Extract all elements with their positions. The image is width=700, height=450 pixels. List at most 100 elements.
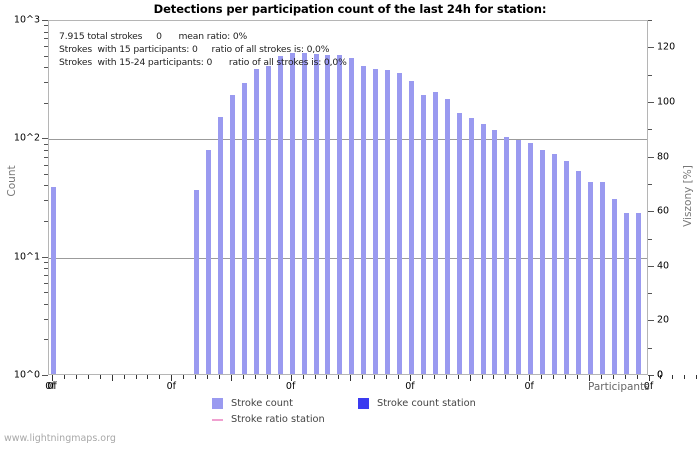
x-tick-minor: [553, 375, 555, 379]
y-tick-minor-left: [44, 200, 48, 202]
x-tick-minor: [624, 375, 626, 379]
y-tick-minor-right: [648, 183, 652, 185]
x-tick-major: [588, 375, 590, 381]
bar: [313, 53, 319, 374]
x-tick-minor: [636, 375, 638, 379]
x-tick-minor: [421, 375, 423, 379]
x-tick-label: 0f: [405, 381, 415, 392]
x-tick-minor: [195, 375, 197, 379]
y-tick-minor-right: [648, 20, 652, 21]
bar: [540, 150, 546, 374]
bar: [349, 57, 355, 374]
y-tick-minor-left: [44, 275, 48, 276]
bar: [635, 212, 641, 374]
bar: [325, 54, 331, 374]
x-tick-minor: [63, 375, 65, 379]
bar: [432, 92, 438, 374]
bar: [648, 238, 649, 374]
y-tick-major-right: [648, 156, 654, 158]
y-tick-major-left: [42, 20, 48, 21]
y-tick-label-right: 0: [657, 370, 663, 381]
x-tick-minor: [505, 375, 507, 379]
legend-item-stroke-count-station[interactable]: Stroke count station: [358, 396, 476, 410]
bar: [492, 130, 498, 374]
x-tick-major: [529, 375, 531, 381]
y-tick-minor-left: [44, 156, 48, 158]
x-tick-minor: [660, 375, 662, 379]
y-tick-major-right: [648, 47, 654, 49]
bar: [564, 161, 569, 374]
legend-label-stroke-count-station: Stroke count station: [377, 397, 476, 409]
x-tick-minor: [433, 375, 435, 379]
x-tick-minor: [266, 375, 268, 379]
bar: [51, 187, 56, 374]
y-tick-minor-right: [648, 74, 652, 76]
x-tick-minor: [135, 375, 137, 379]
legend-item-stroke-ratio-station[interactable]: Stroke ratio station: [212, 412, 325, 426]
y-tick-minor-left: [44, 318, 48, 320]
x-tick-minor: [398, 375, 399, 379]
x-tick-minor: [362, 375, 364, 379]
gridline-10e2: [49, 139, 647, 141]
y-tick-minor-left: [44, 46, 48, 48]
x-tick-major: [111, 375, 113, 381]
x-tick-label: 0f: [285, 381, 296, 392]
x-tick-major: [230, 375, 232, 381]
y-tick-minor-left: [44, 221, 48, 222]
x-tick-minor: [338, 375, 340, 379]
y-tick-major-right: [648, 320, 654, 322]
x-tick-minor: [219, 375, 220, 379]
bar: [194, 189, 200, 374]
y-tick-minor-left: [44, 31, 48, 33]
x-tick-label: 0f: [643, 381, 654, 392]
annotation-line-3: Strokes with 15-24 participants: 0 ratio…: [59, 57, 347, 68]
y-tick-label-left: 10^0: [13, 369, 40, 381]
bar: [480, 123, 486, 374]
y-tick-major-right: [648, 211, 654, 213]
gridline-10e1: [49, 257, 647, 259]
x-tick-minor: [517, 375, 519, 379]
bar: [504, 137, 510, 374]
x-tick-major: [290, 375, 292, 381]
x-tick-label-origin: 0f: [45, 381, 55, 392]
chart-title: Detections per participation count of th…: [153, 2, 547, 16]
y-tick-minor-right: [648, 347, 652, 349]
legend-item-stroke-count[interactable]: Stroke count: [212, 396, 293, 410]
legend-label-stroke-count: Stroke count: [231, 397, 293, 409]
y-tick-minor-left: [44, 185, 48, 187]
chart-legend: Stroke count Stroke count station Stroke…: [0, 396, 700, 428]
x-tick-major: [171, 375, 173, 381]
x-tick-minor: [254, 375, 256, 379]
y-tick-minor-left: [44, 164, 48, 166]
x-tick-minor: [493, 375, 495, 379]
y-tick-label-right-zero: 0: [657, 369, 664, 381]
bar: [206, 150, 212, 374]
x-tick-minor: [445, 375, 447, 379]
x-tick-major: [350, 375, 352, 381]
x-tick-minor: [541, 375, 543, 379]
y-tick-label-left: 10^2: [13, 132, 40, 144]
x-tick-minor: [576, 375, 578, 379]
y-tick-label-right: 20: [657, 314, 670, 326]
y-tick-label-right: 120: [657, 41, 676, 53]
x-tick-minor: [99, 375, 101, 379]
x-tick-minor: [278, 375, 280, 379]
x-tick-minor: [612, 375, 614, 379]
y-tick-minor-left: [44, 268, 48, 270]
bar: [277, 55, 283, 374]
x-tick-label: 0f: [166, 381, 176, 392]
y-tick-minor-left: [44, 262, 48, 264]
x-tick-minor: [123, 375, 125, 379]
y-tick-minor-left: [44, 143, 48, 145]
y-tick-minor-left: [44, 55, 48, 57]
x-tick-minor: [242, 375, 244, 379]
x-tick-minor: [696, 375, 698, 379]
y-tick-minor-left: [44, 303, 48, 305]
legend-row-1: Stroke count Stroke count station: [0, 396, 700, 410]
y-tick-label-right: 80: [657, 151, 670, 162]
bar: [611, 199, 617, 374]
x-tick-minor: [457, 375, 459, 379]
watermark: www.lightningmaps.org: [4, 433, 116, 444]
y-tick-label-left: 10^3: [13, 14, 40, 26]
x-tick-minor: [326, 375, 328, 379]
